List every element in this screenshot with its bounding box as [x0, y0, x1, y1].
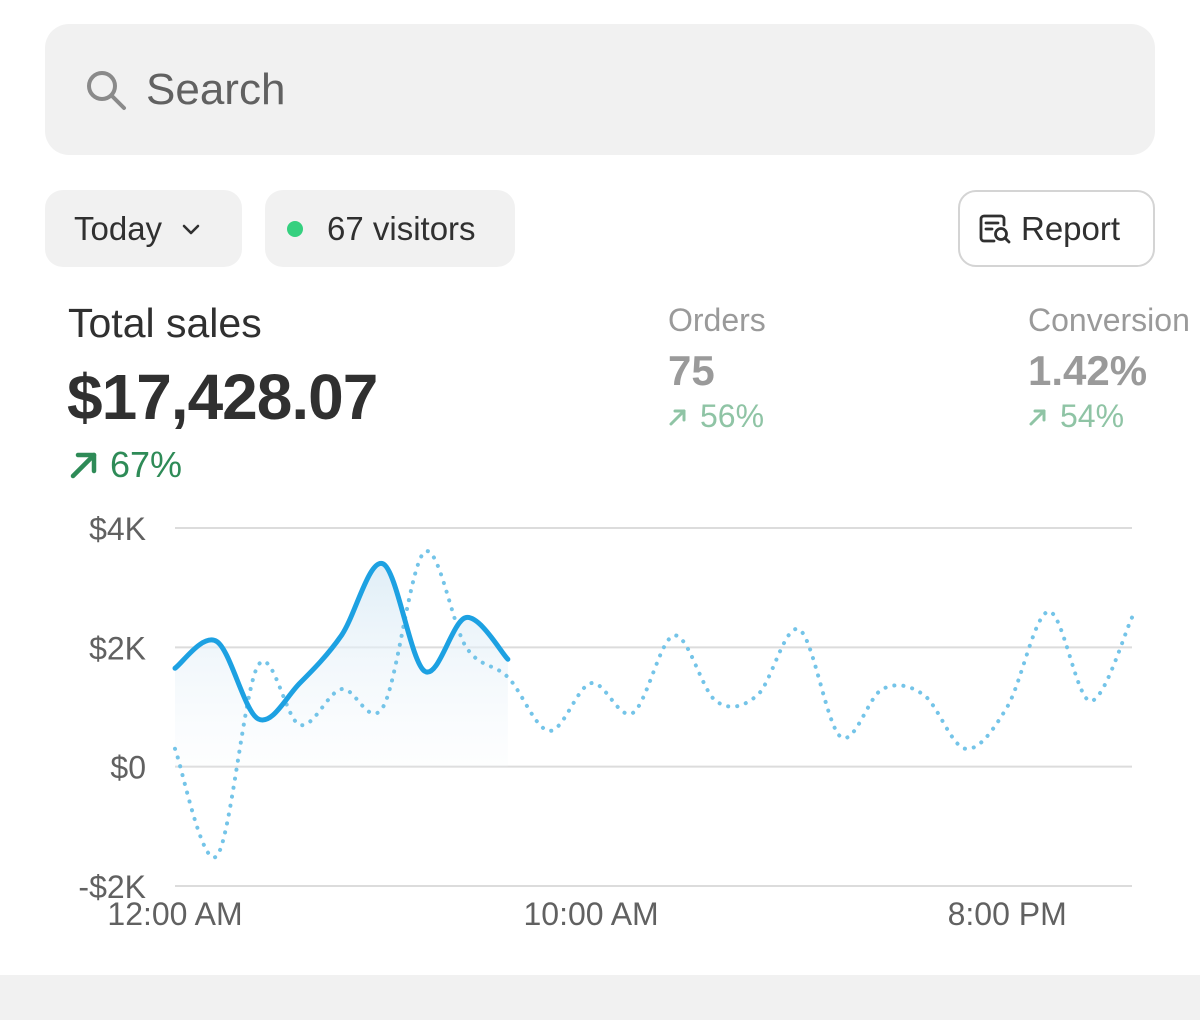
search-input[interactable]: [146, 60, 1106, 120]
conversion-value: 1.42%: [1028, 347, 1148, 394]
conversion-label[interactable]: Conversion: [1028, 302, 1190, 338]
bottom-panel: [0, 975, 1200, 1020]
orders-label[interactable]: Orders: [668, 302, 766, 338]
search-icon: [87, 71, 126, 110]
total-sales-change: 67%: [68, 444, 182, 486]
series-line-today[interactable]: [172, 561, 511, 723]
orders-change: 56%: [668, 398, 764, 435]
sales-chart-container[interactable]: $4K $2K $0 -$2K 12:00 AM 10:00 AM 8:00 PM: [0, 500, 1200, 950]
series-area-today: [175, 563, 508, 767]
orders-change-value: 56%: [700, 398, 765, 434]
orders-value: 75: [668, 347, 715, 394]
report-button[interactable]: Report: [958, 190, 1155, 267]
total-sales-value: $17,428.07: [67, 361, 378, 433]
date-range-label: Today: [74, 209, 163, 247]
visitors-count: 67 visitors: [327, 209, 476, 247]
arrow-up-right-icon: [1029, 409, 1046, 425]
report-label: Report: [1021, 209, 1121, 247]
x-tick-label: 8:00 PM: [948, 896, 1067, 932]
chevron-down-icon: [182, 224, 200, 234]
y-tick-label: $4K: [89, 511, 146, 547]
x-tick-label: 10:00 AM: [523, 896, 658, 932]
x-tick-label: 12:00 AM: [107, 896, 242, 932]
arrow-up-right-icon: [70, 452, 97, 479]
y-tick-label: -$2K: [78, 869, 146, 905]
date-range-dropdown[interactable]: Today: [45, 190, 242, 267]
arrow-up-right-icon: [669, 409, 686, 425]
series-line-previous-period[interactable]: [173, 549, 1134, 860]
live-visitors-button[interactable]: 67 visitors: [265, 190, 515, 267]
live-status-dot-icon: [287, 220, 303, 237]
conversion-change-value: 54%: [1060, 398, 1125, 434]
conversion-change: 54%: [1028, 398, 1124, 435]
total-sales-change-value: 67%: [110, 444, 183, 485]
y-tick-label: $2K: [89, 630, 146, 666]
y-tick-label: $0: [110, 750, 146, 786]
total-sales-label: Total sales: [68, 300, 262, 346]
report-search-icon: [979, 214, 1011, 243]
